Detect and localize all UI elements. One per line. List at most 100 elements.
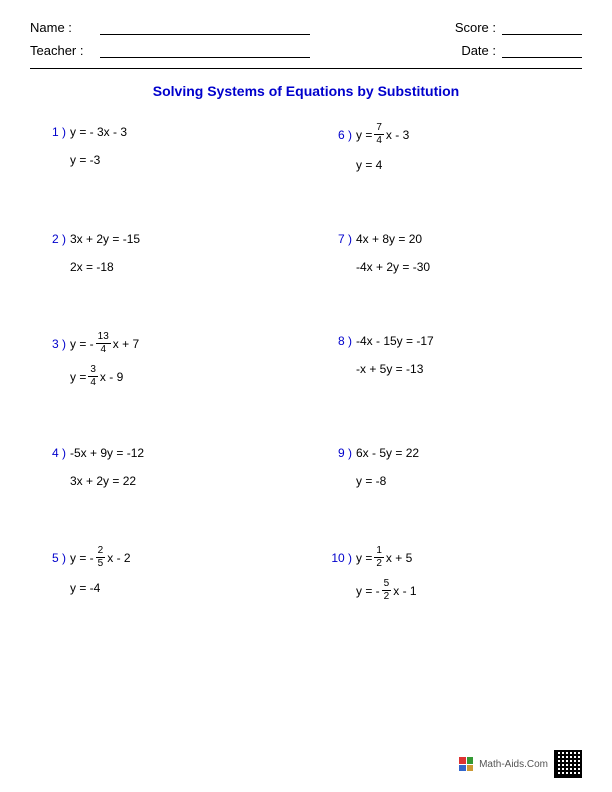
problem-line-2: y = -8 xyxy=(326,472,572,490)
score-label: Score : xyxy=(452,20,502,35)
problem-number: 1 ) xyxy=(40,125,70,139)
footer: Math-Aids.Com xyxy=(459,750,582,778)
equation: y = -4 xyxy=(70,581,100,595)
equation-text: 3x + 2y = 22 xyxy=(70,474,136,488)
problem-line-1: 10 )y = 12x + 5 xyxy=(326,546,572,569)
equation-text: 4x + 8y = 20 xyxy=(356,232,422,246)
equation-text: -x + 5y = -13 xyxy=(356,362,423,376)
equation: y = - 3x - 3 xyxy=(70,125,127,139)
problem-line-2: y = -3 xyxy=(40,151,286,169)
problem: 4 )-5x + 9y = -12 3x + 2y = 22 xyxy=(40,444,286,500)
problem-number: 9 ) xyxy=(326,446,356,460)
score-blank xyxy=(502,34,582,35)
problem: 10 )y = 12x + 5y = - 52x - 1 xyxy=(326,546,572,612)
fraction-denominator: 4 xyxy=(98,344,108,355)
date-label: Date : xyxy=(452,43,502,58)
header-left-column: Name : Teacher : xyxy=(30,20,310,58)
equation: 4x + 8y = 20 xyxy=(356,232,422,246)
fraction-denominator: 4 xyxy=(88,377,98,388)
equation: y = - 52x - 1 xyxy=(356,579,417,602)
worksheet-title: Solving Systems of Equations by Substitu… xyxy=(30,83,582,99)
problem: 9 )6x - 5y = 22 y = -8 xyxy=(326,444,572,500)
equation: y = 74x - 3 xyxy=(356,123,409,146)
problem-number: 3 ) xyxy=(40,337,70,351)
equation: 3x + 2y = -15 xyxy=(70,232,140,246)
problem-line-2: y = 34x - 9 xyxy=(40,365,286,388)
problem-number: 8 ) xyxy=(326,334,356,348)
equation: y = 4 xyxy=(356,158,382,172)
equation-text: 3x + 2y = -15 xyxy=(70,232,140,246)
equation-text: x - 2 xyxy=(107,551,130,565)
date-row: Date : xyxy=(452,43,582,58)
equation: 3x + 2y = 22 xyxy=(70,474,136,488)
fraction-numerator: 1 xyxy=(374,546,384,558)
problem-number: 6 ) xyxy=(326,128,356,142)
problem: 2 )3x + 2y = -15 2x = -18 xyxy=(40,230,286,286)
problem: 5 )y = - 25x - 2 y = -4 xyxy=(40,546,286,612)
worksheet-header: Name : Teacher : Score : Date : xyxy=(30,20,582,58)
problem-line-1: 2 )3x + 2y = -15 xyxy=(40,230,286,248)
fraction-numerator: 13 xyxy=(96,332,111,344)
equation: -5x + 9y = -12 xyxy=(70,446,144,460)
fraction-denominator: 4 xyxy=(374,135,384,146)
problem-line-2: 2x = -18 xyxy=(40,258,286,276)
problem-number: 2 ) xyxy=(40,232,70,246)
problem: 3 )y = - 134x + 7y = 34x - 9 xyxy=(40,332,286,398)
problem-line-2: y = -4 xyxy=(40,579,286,597)
problem-line-2: y = - 52x - 1 xyxy=(326,579,572,602)
date-blank xyxy=(502,57,582,58)
equation: y = 12x + 5 xyxy=(356,546,412,569)
problem: 8 )-4x - 15y = -17 -x + 5y = -13 xyxy=(326,332,572,398)
problem-line-2: -4x + 2y = -30 xyxy=(326,258,572,276)
equation: y = 34x - 9 xyxy=(70,365,123,388)
fraction: 52 xyxy=(382,579,392,602)
equation: y = -3 xyxy=(70,153,100,167)
teacher-row: Teacher : xyxy=(30,43,310,58)
problem: 7 )4x + 8y = 20 -4x + 2y = -30 xyxy=(326,230,572,286)
equation: y = - 134x + 7 xyxy=(70,332,139,355)
name-label: Name : xyxy=(30,20,100,35)
problem-line-2: 3x + 2y = 22 xyxy=(40,472,286,490)
problem-line-2: -x + 5y = -13 xyxy=(326,360,572,378)
equation-text: y = 4 xyxy=(356,158,382,172)
problem-line-1: 5 )y = - 25x - 2 xyxy=(40,546,286,569)
problem-line-1: 9 )6x - 5y = 22 xyxy=(326,444,572,462)
qr-code-icon xyxy=(554,750,582,778)
equation: -x + 5y = -13 xyxy=(356,362,423,376)
name-row: Name : xyxy=(30,20,310,35)
equation-text: -4x + 2y = -30 xyxy=(356,260,430,274)
equation: y = - 25x - 2 xyxy=(70,546,131,569)
brand-text: Math-Aids.Com xyxy=(479,759,548,770)
fraction-numerator: 5 xyxy=(382,579,392,591)
problem: 6 )y = 74x - 3 y = 4 xyxy=(326,123,572,184)
equation: y = -8 xyxy=(356,474,386,488)
equation-text: -4x - 15y = -17 xyxy=(356,334,434,348)
equation-text: x + 7 xyxy=(113,337,139,351)
equation-text: 6x - 5y = 22 xyxy=(356,446,419,460)
fraction-denominator: 2 xyxy=(374,558,384,569)
score-row: Score : xyxy=(452,20,582,35)
problems-grid: 1 )y = - 3x - 3y = -36 )y = 74x - 3y = 4… xyxy=(30,123,582,612)
fraction: 74 xyxy=(374,123,384,146)
equation-text: 2x = -18 xyxy=(70,260,114,274)
equation-text: y = -4 xyxy=(70,581,100,595)
fraction: 25 xyxy=(96,546,106,569)
problem-line-1: 1 )y = - 3x - 3 xyxy=(40,123,286,141)
equation-text: x - 3 xyxy=(386,128,409,142)
equation-text: y = xyxy=(356,551,372,565)
fraction: 134 xyxy=(96,332,111,355)
equation: 2x = -18 xyxy=(70,260,114,274)
problem-line-1: 3 )y = - 134x + 7 xyxy=(40,332,286,355)
problem-line-1: 6 )y = 74x - 3 xyxy=(326,123,572,146)
equation-text: y = - xyxy=(356,584,380,598)
equation-text: y = - xyxy=(70,337,94,351)
header-divider xyxy=(30,68,582,69)
equation-text: y = - 3x - 3 xyxy=(70,125,127,139)
header-right-column: Score : Date : xyxy=(452,20,582,58)
brand-icon xyxy=(459,757,473,771)
equation-text: y = - xyxy=(70,551,94,565)
equation-text: x - 1 xyxy=(393,584,416,598)
problem-number: 7 ) xyxy=(326,232,356,246)
problem-number: 4 ) xyxy=(40,446,70,460)
equation-text: x + 5 xyxy=(386,551,412,565)
